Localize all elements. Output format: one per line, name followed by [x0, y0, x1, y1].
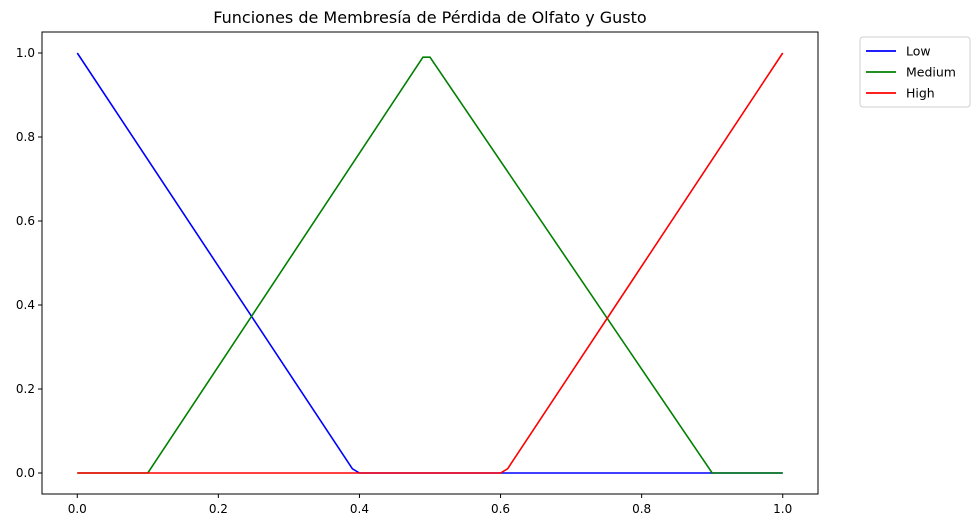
plot-area-frame — [41, 31, 819, 495]
x-tick-label: 0.2 — [209, 502, 228, 516]
series-line-high — [77, 52, 784, 474]
y-tick-label: 0.2 — [16, 382, 35, 396]
y-tick-label: 0.0 — [16, 466, 35, 480]
x-tick-label: 0.0 — [68, 502, 87, 516]
y-tick-label: 0.6 — [16, 214, 35, 228]
chart-title: Funciones de Membresía de Pérdida de Olf… — [213, 8, 646, 27]
legend-label-medium: Medium — [906, 65, 956, 80]
series-layer — [76, 52, 784, 474]
x-tick-label: 0.8 — [632, 502, 651, 516]
legend: Low Medium High — [859, 36, 971, 108]
x-tick-label: 0.4 — [350, 502, 369, 516]
x-tick-label: 0.6 — [491, 502, 510, 516]
x-tick-label: 1.0 — [773, 502, 792, 516]
y-tick-label: 1.0 — [16, 46, 35, 60]
series-line-medium — [77, 56, 783, 474]
y-tick-label: 0.8 — [16, 130, 35, 144]
legend-label-high: High — [906, 86, 935, 101]
y-axis: 0.0 0.2 0.4 0.6 0.8 1.0 — [16, 46, 42, 480]
series-line-low — [76, 52, 783, 474]
legend-frame — [859, 36, 971, 108]
legend-label-low: Low — [906, 44, 931, 59]
x-axis: 0.0 0.2 0.4 0.6 0.8 1.0 — [68, 494, 792, 516]
y-tick-label: 0.4 — [16, 298, 35, 312]
